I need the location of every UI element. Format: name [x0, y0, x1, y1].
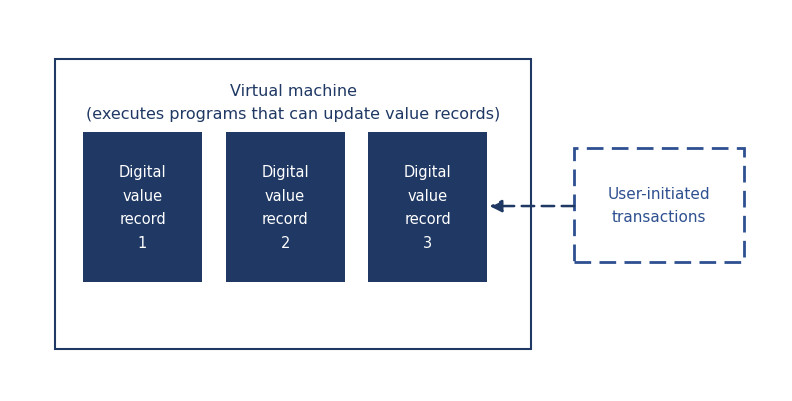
Bar [368, 132, 487, 283]
Bar [226, 132, 345, 283]
Bar [83, 132, 202, 283]
Text: Digital
value
record
2: Digital value record 2 [261, 165, 309, 250]
Bar [574, 148, 744, 263]
Text: Digital
value
record
3: Digital value record 3 [404, 165, 451, 250]
Text: Virtual machine
(executes programs that can update value records): Virtual machine (executes programs that … [86, 84, 501, 122]
Bar [55, 60, 531, 349]
Text: User-initiated
transactions: User-initiated transactions [608, 187, 710, 224]
Text: Digital
value
record
1: Digital value record 1 [119, 165, 166, 250]
